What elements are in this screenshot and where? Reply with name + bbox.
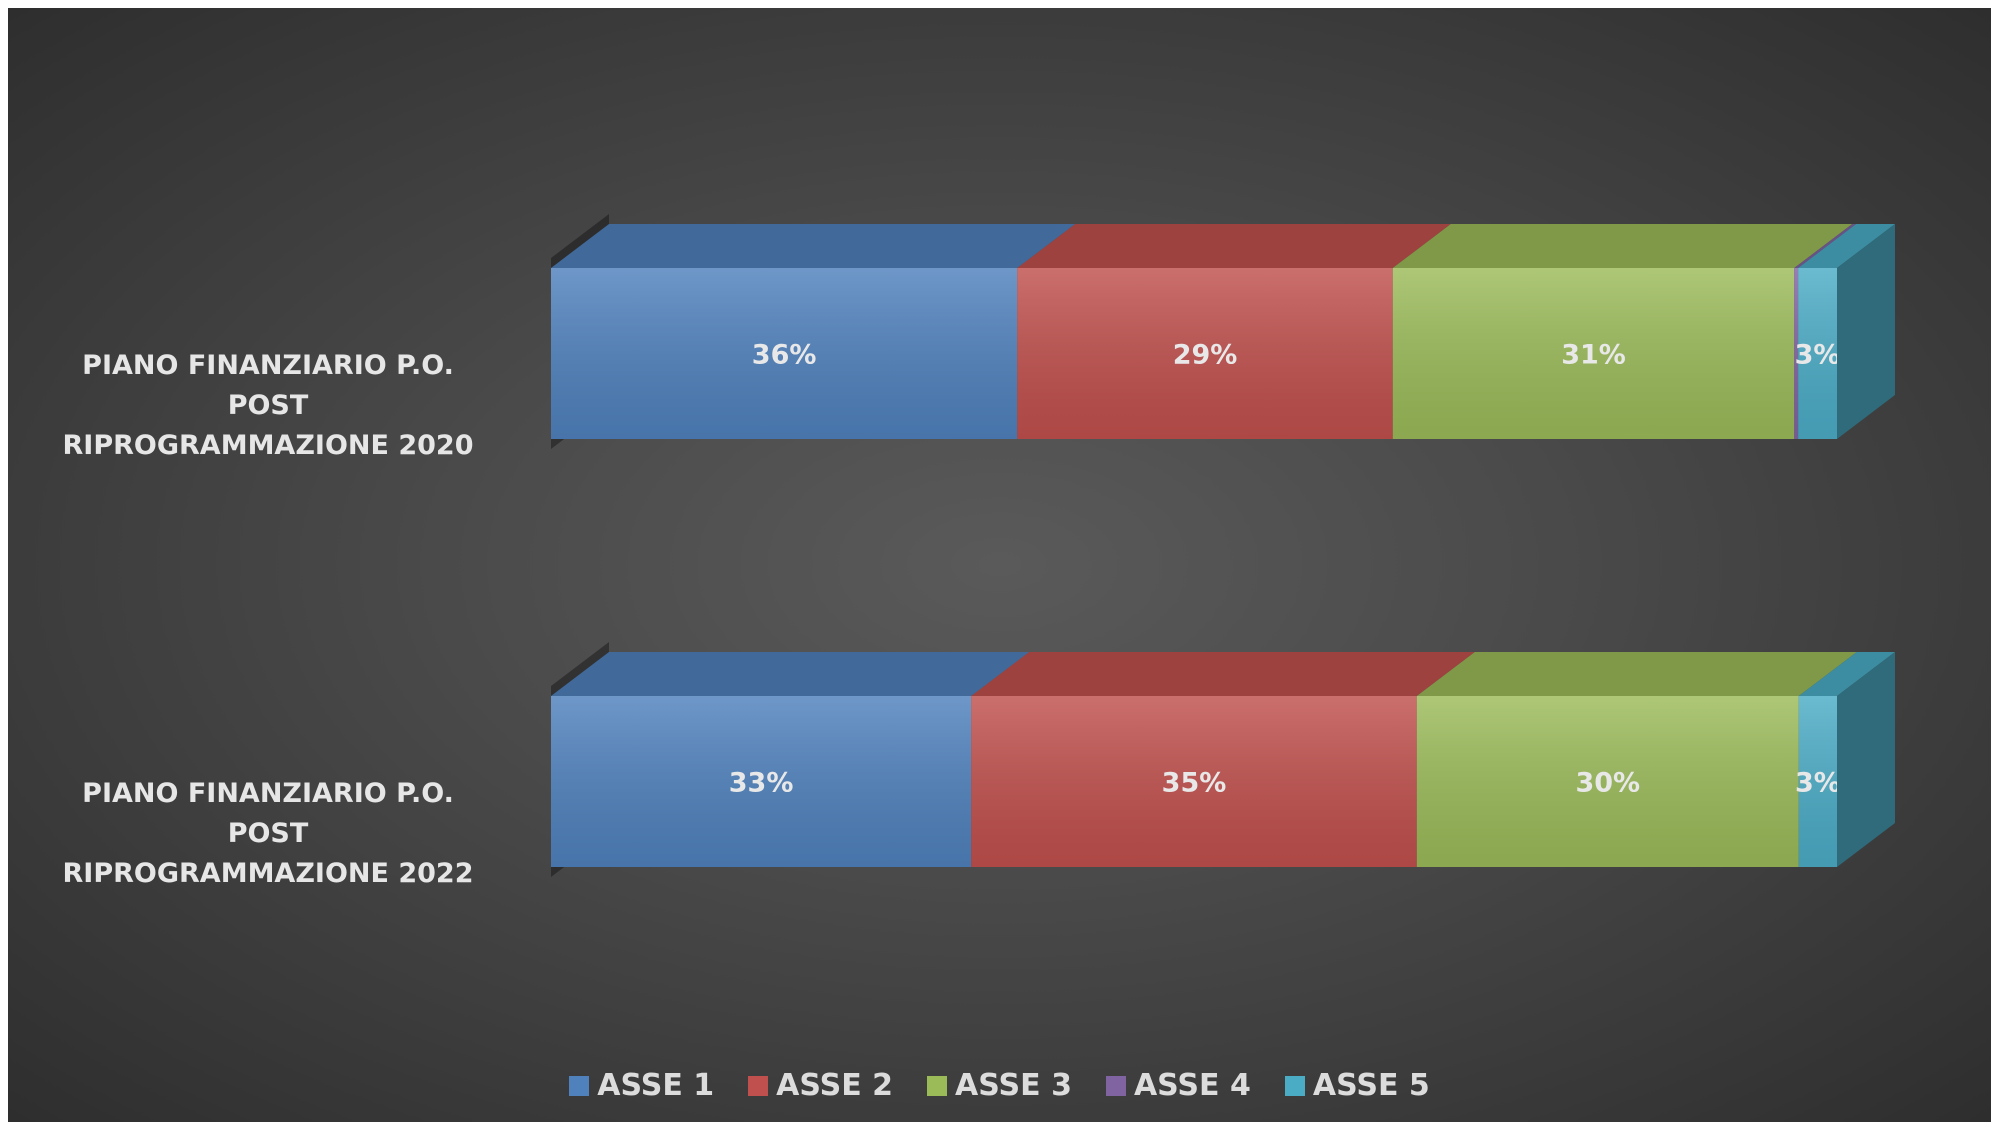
bar-gloss: [1392, 268, 1795, 439]
data-label: 35%: [1162, 768, 1227, 799]
bar-top-asse-4: [1794, 224, 1857, 268]
legend-item-asse-2: ASSE 2: [748, 1068, 893, 1103]
legend-label: ASSE 2: [776, 1068, 894, 1103]
bar-top-asse-5: [1798, 652, 1895, 696]
bar-top-asse-3: [1416, 652, 1857, 696]
legend-item-asse-3: ASSE 3: [927, 1068, 1072, 1103]
bar-gloss: [551, 268, 1018, 439]
bar-gloss: [1416, 696, 1799, 867]
bar-top-asse-5: [1798, 224, 1895, 268]
legend-item-asse-5: ASSE 5: [1284, 1068, 1430, 1103]
bar-gloss: [971, 696, 1417, 867]
data-label: 36%: [752, 340, 817, 371]
bar-gloss: [551, 696, 972, 867]
legend-swatch: [1105, 1075, 1126, 1096]
legend-label: ASSE 5: [1312, 1068, 1430, 1103]
category-label-line: RIPROGRAMMAZIONE 2022: [62, 858, 474, 889]
legend-swatch: [927, 1075, 948, 1096]
legend-item-asse-4: ASSE 4: [1105, 1068, 1251, 1103]
bar-side-face: [1837, 224, 1895, 439]
legend: ASSE 1 ASSE 2 ASSE 3 ASSE 4 ASSE 5: [8, 1068, 1991, 1103]
legend-label: ASSE 1: [597, 1068, 715, 1103]
bar-top-asse-1: [551, 652, 1030, 696]
data-label: 29%: [1173, 340, 1238, 371]
category-label-2022: PIANO FINANZIARIO P.O. POST RIPROGRAMMAZ…: [58, 774, 478, 894]
data-label: 33%: [729, 768, 794, 799]
bar-gloss: [1798, 696, 1837, 867]
legend-item-asse-1: ASSE 1: [569, 1068, 714, 1103]
category-label-line: RIPROGRAMMAZIONE 2020: [62, 430, 474, 461]
bar-side-face: [1837, 652, 1895, 867]
legend-label: ASSE 4: [1133, 1068, 1251, 1103]
category-label-line: PIANO FINANZIARIO P.O. POST: [82, 350, 454, 421]
category-label-2020: PIANO FINANZIARIO P.O. POST RIPROGRAMMAZ…: [58, 346, 478, 466]
bar-top-asse-3: [1392, 224, 1853, 268]
data-label: 3%: [1795, 340, 1841, 371]
legend-swatch: [569, 1075, 590, 1096]
bar-top-asse-2: [971, 652, 1475, 696]
legend-swatch: [748, 1075, 769, 1096]
category-label-line: PIANO FINANZIARIO P.O. POST: [82, 778, 454, 849]
data-label: 30%: [1575, 768, 1640, 799]
chart-plot: 36% 29% 31% 3% 33% 35% 30% 3%: [551, 214, 1895, 877]
chart-area: 36% 29% 31% 3% 33% 35% 30% 3% PIANO FINANZIARIO…: [8, 8, 1991, 1122]
data-label: 31%: [1561, 340, 1626, 371]
bar-gloss: [1794, 268, 1799, 439]
bar-gloss: [1017, 268, 1393, 439]
legend-label: ASSE 3: [955, 1068, 1072, 1103]
legend-swatch: [1284, 1075, 1305, 1096]
bar-gloss: [1798, 268, 1837, 439]
data-label: 3%: [1795, 768, 1841, 799]
bar-top-asse-1: [551, 224, 1076, 268]
bar-top-asse-2: [1017, 224, 1451, 268]
